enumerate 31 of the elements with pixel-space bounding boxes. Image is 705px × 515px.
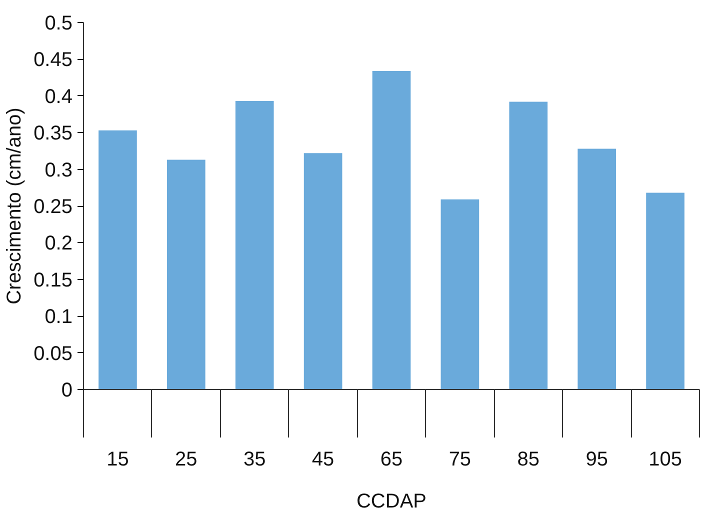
x-tick-label: 35	[243, 448, 266, 470]
x-tick-label: 25	[175, 448, 198, 470]
y-tick-label: 0.5	[44, 12, 73, 34]
bar	[578, 148, 616, 390]
x-axis-title: CCDAP	[356, 490, 427, 512]
x-tick-label: 65	[380, 448, 403, 470]
y-tick-label: 0.1	[44, 306, 73, 328]
y-tick-label: 0.05	[34, 342, 73, 365]
y-tick-label: 0.25	[34, 196, 73, 218]
y-tick-label: 0.4	[44, 86, 73, 108]
y-axis-title: Crescimento (cm/ano)	[4, 108, 26, 304]
y-tick-label: 0.3	[44, 159, 73, 182]
bar	[509, 102, 548, 390]
bar	[98, 130, 137, 390]
bar	[646, 192, 684, 390]
y-tick-label: 0	[61, 380, 72, 402]
bar	[440, 199, 480, 390]
x-tick-label: 95	[586, 448, 608, 470]
y-tick-label: 0.35	[34, 122, 73, 145]
bar	[372, 70, 411, 390]
x-tick-label: 45	[312, 448, 334, 470]
bar	[235, 101, 274, 390]
x-tick-label: 15	[106, 448, 129, 470]
y-tick-label: 0.45	[34, 49, 73, 72]
y-tick-label: 0.15	[34, 269, 73, 292]
x-tick-label: 105	[648, 448, 682, 470]
y-tick-label: 0.2	[44, 232, 73, 255]
bar	[167, 160, 206, 390]
x-tick-label: 85	[517, 448, 540, 470]
bar	[304, 153, 342, 390]
x-tick-label: 75	[448, 448, 472, 470]
